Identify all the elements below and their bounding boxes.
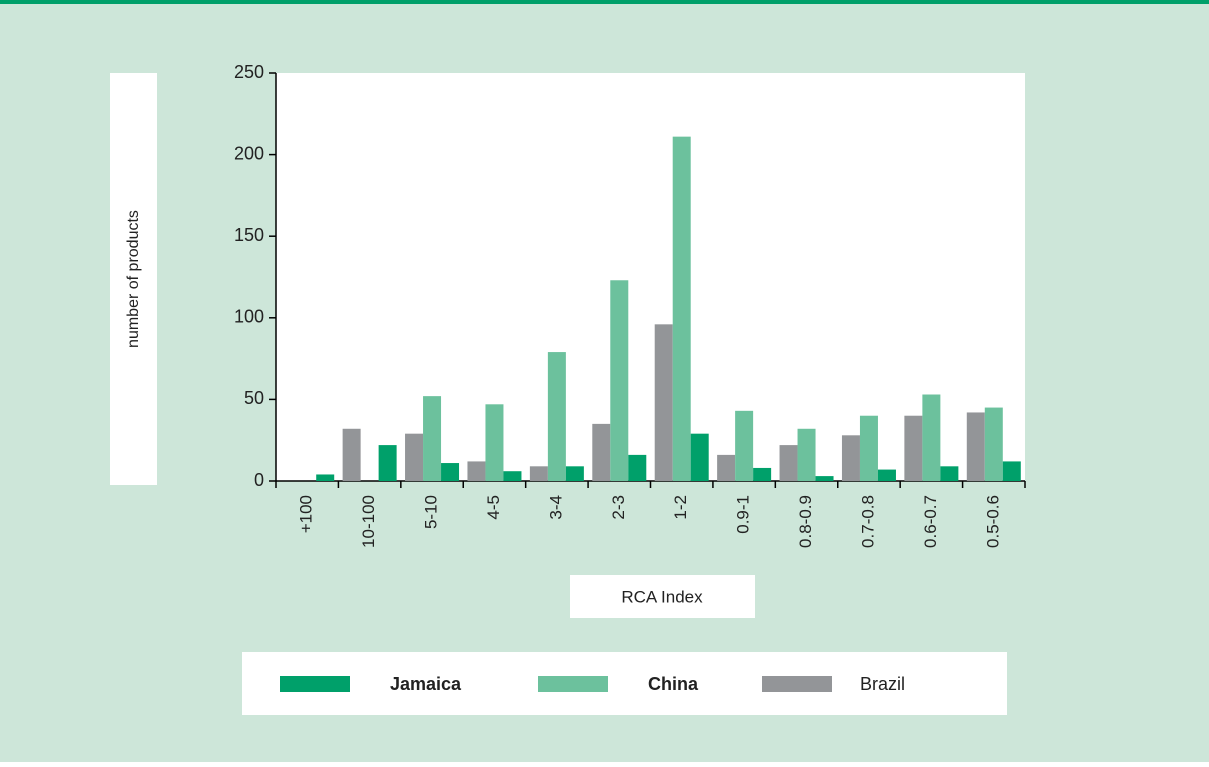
x-tick-label: 0.7-0.8 xyxy=(858,495,877,548)
legend-box xyxy=(242,652,1007,715)
bar xyxy=(690,433,709,481)
x-tick-label: 0.8-0.9 xyxy=(796,495,815,548)
bar xyxy=(735,410,754,481)
x-tick-label: 1-2 xyxy=(671,495,690,520)
x-tick-label: 10-100 xyxy=(359,495,378,548)
y-tick-label: 200 xyxy=(234,143,264,163)
legend-swatch xyxy=(762,676,832,692)
y-label-box xyxy=(110,73,157,485)
plot-area xyxy=(276,73,1025,481)
bar xyxy=(610,280,629,481)
bar xyxy=(672,136,691,481)
bar xyxy=(565,466,584,481)
x-label-box xyxy=(570,575,755,618)
bar xyxy=(753,467,772,481)
bar xyxy=(503,471,522,481)
x-tick-label: 2-3 xyxy=(609,495,628,520)
y-tick-label: 50 xyxy=(244,388,264,408)
x-tick-label: 0.6-0.7 xyxy=(921,495,940,548)
bar xyxy=(859,415,878,481)
bar xyxy=(841,435,860,481)
bar xyxy=(779,445,798,481)
bar xyxy=(922,394,941,481)
x-tick-label: 4-5 xyxy=(484,495,503,520)
y-axis-label: number of products xyxy=(125,210,142,348)
x-tick-label: 0.5-0.6 xyxy=(983,495,1002,548)
legend-label: Brazil xyxy=(860,674,905,694)
bar xyxy=(940,466,959,481)
x-axis-label: RCA Index xyxy=(621,587,703,606)
bar xyxy=(441,463,460,481)
x-tick-label: 5-10 xyxy=(422,495,441,529)
bar xyxy=(877,469,896,481)
bar xyxy=(654,324,673,481)
bar xyxy=(1002,461,1021,481)
bar xyxy=(342,428,361,481)
x-tick-label: +100 xyxy=(297,495,316,533)
legend-label: Jamaica xyxy=(390,674,462,694)
bar xyxy=(815,476,834,481)
top-stripe xyxy=(0,0,1209,4)
bar xyxy=(966,412,985,481)
y-tick-label: 250 xyxy=(234,62,264,82)
bar xyxy=(467,461,486,481)
y-tick-label: 100 xyxy=(234,307,264,327)
bar xyxy=(485,404,504,481)
bar xyxy=(984,407,1003,481)
legend-label: China xyxy=(648,674,699,694)
bar xyxy=(797,428,816,481)
bar xyxy=(378,445,397,481)
bar xyxy=(904,415,923,481)
legend-swatch xyxy=(538,676,608,692)
y-tick-label: 150 xyxy=(234,225,264,245)
x-tick-label: 3-4 xyxy=(546,495,565,520)
bar xyxy=(628,454,647,481)
bar xyxy=(717,454,736,481)
bar xyxy=(423,396,442,481)
bar xyxy=(405,433,424,481)
bar xyxy=(592,423,611,481)
x-tick-label: 0.9-1 xyxy=(734,495,753,534)
bar xyxy=(529,466,548,481)
y-tick-label: 0 xyxy=(254,470,264,490)
bar xyxy=(547,352,566,481)
bar xyxy=(316,474,335,481)
legend-swatch xyxy=(280,676,350,692)
